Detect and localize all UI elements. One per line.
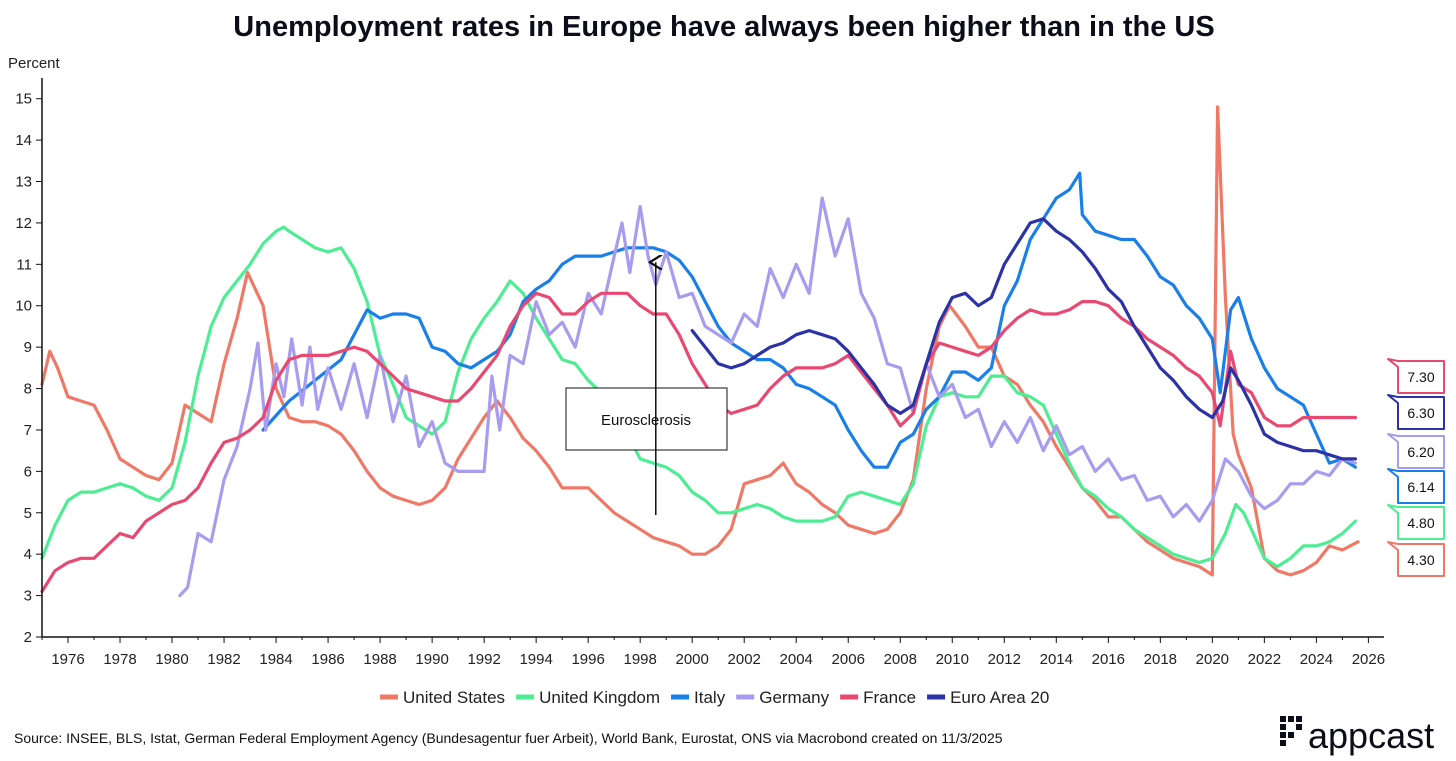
legend-item-euro-area-20: Euro Area 20 <box>927 688 1049 707</box>
series-line-euro-area-20 <box>690 217 1357 461</box>
x-tick-label: 2014 <box>1040 651 1073 668</box>
x-tick-label: 1984 <box>259 651 292 668</box>
y-tick-label: 9 <box>24 339 32 356</box>
x-tick-label: 2026 <box>1352 651 1385 668</box>
x-tick-label: 2010 <box>936 651 969 668</box>
appcast-dots-icon <box>1280 716 1302 746</box>
y-tick-label: 11 <box>16 256 32 273</box>
appcast-logo: appcast <box>1280 715 1434 756</box>
legend-label: Germany <box>759 688 829 707</box>
legend-item-germany: Germany <box>736 688 830 707</box>
x-tick-label: 2020 <box>1196 651 1229 668</box>
x-tick-label: 1978 <box>103 651 136 668</box>
y-tick-label: 14 <box>15 132 32 149</box>
x-tick-label: 2002 <box>728 651 761 668</box>
last-value-tags: 7.30 6.30 6.20 6.14 4.80 4.30 <box>1387 358 1445 577</box>
legend-label: Euro Area 20 <box>950 688 1049 707</box>
value-tag-euro-area-20: 6.30 <box>1387 394 1445 430</box>
value-tag-italy: 6.14 <box>1387 468 1445 504</box>
x-tick-label: 2024 <box>1300 651 1333 668</box>
x-tick-label: 2000 <box>676 651 709 668</box>
value-tag-box <box>1387 358 1445 394</box>
value-tag-box <box>1387 433 1445 469</box>
y-tick-label: 7 <box>24 422 32 439</box>
value-tag-box <box>1387 468 1445 504</box>
y-tick-label: 5 <box>24 505 32 522</box>
y-tick-label: 6 <box>24 463 32 480</box>
x-tick-label: 1996 <box>571 651 604 668</box>
annotation-text: Eurosclerosis <box>601 412 691 429</box>
legend-label: United States <box>403 688 505 707</box>
axes: 2 3 4 5 6 7 8 9 10 11 12 13 14 15 1976 1978 1980 1982 1984… <box>15 78 1385 668</box>
x-tick-label: 1998 <box>623 651 656 668</box>
y-axis-label: Percent <box>8 55 61 72</box>
x-tick-label: 2018 <box>1144 651 1177 668</box>
x-tick-label: 1988 <box>363 651 396 668</box>
series-line-france <box>40 291 1357 594</box>
y-tick-label: 10 <box>15 298 32 315</box>
x-tick-label: 2012 <box>988 651 1021 668</box>
legend-label: United Kingdom <box>539 688 660 707</box>
legend-label: France <box>863 688 916 707</box>
annotation-box <box>565 387 728 451</box>
value-tag-label: 4.80 <box>1407 515 1434 531</box>
appcast-wordmark: appcast <box>1308 715 1434 756</box>
value-tag-label: 6.14 <box>1407 479 1434 495</box>
x-tick-label: 1994 <box>519 651 552 668</box>
value-tag-box <box>1387 504 1445 540</box>
x-tick-label: 2004 <box>780 651 813 668</box>
value-tag-united-states: 4.30 <box>1387 541 1445 577</box>
x-tick-label: 2016 <box>1092 651 1125 668</box>
y-tick-label: 15 <box>15 91 32 108</box>
y-tick-label: 2 <box>24 629 32 646</box>
legend-item-united-kingdom: United Kingdom <box>516 688 660 707</box>
legend-item-united-states: United States <box>380 688 505 707</box>
x-tick-label: 1976 <box>51 651 84 668</box>
series-line-united-states <box>40 105 1360 577</box>
value-tag-united-kingdom: 4.80 <box>1387 504 1445 540</box>
value-tag-germany: 6.20 <box>1387 433 1445 469</box>
x-tick-label: 1982 <box>207 651 240 668</box>
legend-label: Italy <box>694 688 726 707</box>
value-tag-label: 6.30 <box>1407 405 1434 421</box>
x-tick-label: 2006 <box>832 651 865 668</box>
x-tick-label: 1990 <box>415 651 448 668</box>
x-tick-label: 2022 <box>1248 651 1281 668</box>
value-tag-label: 6.20 <box>1407 444 1434 460</box>
plot-area <box>40 105 1360 598</box>
chart-title: Unemployment rates in Europe have always… <box>233 11 1214 43</box>
annotation-eurosclerosis: Eurosclerosis <box>565 262 728 515</box>
y-tick-label: 13 <box>15 174 32 191</box>
y-tick-label: 4 <box>24 546 32 563</box>
legend-item-italy: Italy <box>671 688 726 707</box>
x-tick-label: 2008 <box>884 651 917 668</box>
y-tick-label: 12 <box>15 215 32 232</box>
y-tick-label: 3 <box>24 588 32 605</box>
value-tag-france: 7.30 <box>1387 358 1445 394</box>
value-tag-box <box>1387 394 1445 430</box>
x-tick-label: 1992 <box>467 651 500 668</box>
x-tick-label: 1980 <box>155 651 188 668</box>
value-tag-label: 7.30 <box>1407 369 1434 385</box>
series-line-germany <box>178 196 1357 598</box>
source-note: Source: INSEE, BLS, Istat, German Federa… <box>14 730 1003 746</box>
legend-item-france: France <box>840 688 916 707</box>
legend: United States United Kingdom Italy Germany F… <box>380 688 1049 707</box>
x-tick-label: 1986 <box>311 651 344 668</box>
value-tag-box <box>1387 541 1445 577</box>
y-tick-label: 8 <box>24 381 32 398</box>
series-line-italy <box>261 171 1357 469</box>
series-line-united-kingdom <box>40 225 1357 569</box>
value-tag-label: 4.30 <box>1407 552 1434 568</box>
